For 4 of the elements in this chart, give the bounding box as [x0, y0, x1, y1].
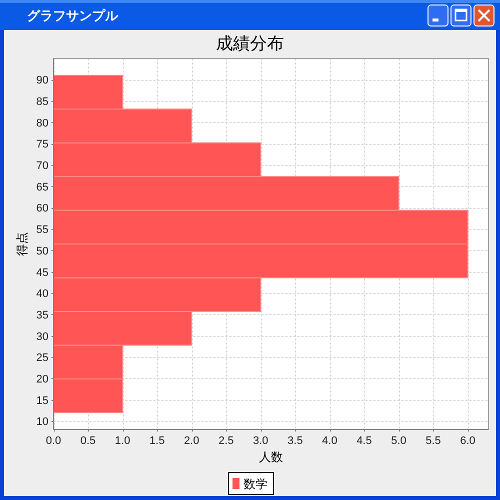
ylabel: 得点 — [15, 232, 29, 256]
xlabel: 人数 — [259, 450, 283, 464]
title: 成績分布 — [216, 34, 284, 53]
annotation: グラフサンプル — [27, 8, 118, 23]
